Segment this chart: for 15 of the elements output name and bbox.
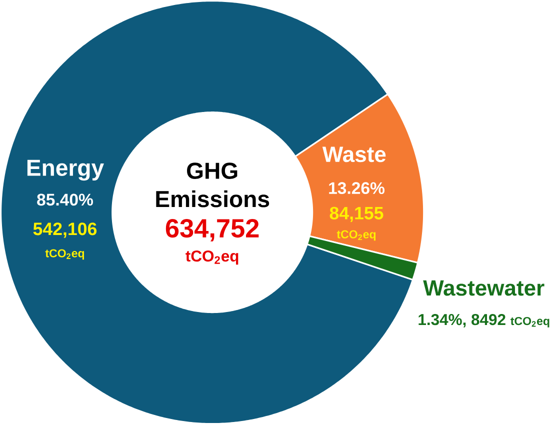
data-label: 8492 (472, 314, 506, 326)
text: 85.40% (37, 194, 93, 206)
text: tCO$_{2}$eq (336, 230, 376, 241)
slice-label: Waste (322, 146, 386, 162)
data-label: 542,106 (33, 222, 97, 238)
text: tCO$_{2}$eq (45, 249, 84, 260)
text: 634,752 (166, 219, 259, 242)
text: tCO$_{2}$eq (510, 317, 550, 328)
text: tCO$_{2}$eq (186, 250, 238, 265)
slice-label: Wastewater (423, 280, 544, 296)
data-label: 84,155 (330, 206, 384, 222)
text: 13.26% (329, 182, 385, 194)
slice-label: Energy (27, 160, 104, 181)
text: GHG Emissions (156, 162, 270, 208)
text: 1.34%, (418, 314, 466, 328)
